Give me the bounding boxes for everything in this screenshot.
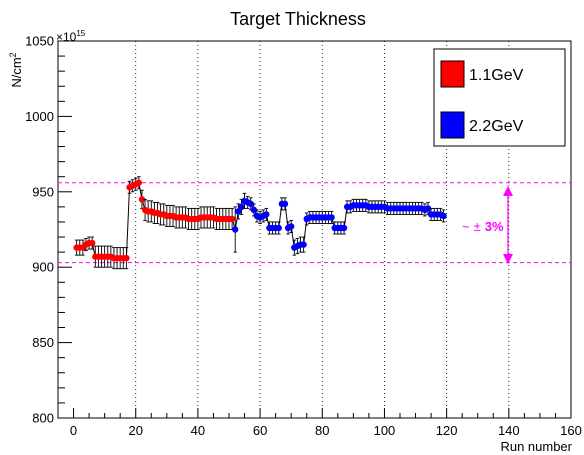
legend-swatch-1 — [440, 60, 465, 88]
data-point-series-1 — [123, 254, 130, 262]
data-point-series-2 — [250, 206, 258, 214]
legend: 1.1GeV 2.2GeV — [433, 48, 566, 147]
data-point-series-2 — [235, 208, 242, 215]
data-point-series-2 — [424, 205, 432, 212]
x-axis-ticks: 0 20 40 60 80 100 120 140 160 — [70, 408, 582, 438]
x-tick-label: 0 — [70, 423, 77, 438]
data-point-series-1 — [228, 215, 236, 223]
data-point-series-2 — [340, 224, 348, 232]
y-tick-label: 800 — [32, 411, 54, 426]
x-tick-label: 80 — [315, 423, 329, 438]
data-point-series-2 — [275, 224, 282, 232]
x-tick-label: 60 — [253, 423, 267, 438]
data-point-series-2 — [300, 241, 307, 248]
y-axis-label: N/cm2 — [8, 52, 24, 87]
chart-title: Target Thickness — [230, 9, 366, 29]
x-tick-label: 160 — [560, 423, 582, 438]
y-axis-ticks: 800 850 900 950 1000 1050 — [25, 34, 72, 426]
y-tick-label: 900 — [32, 260, 54, 275]
y-axis-exponent-sup: 15 — [76, 29, 85, 38]
annotation-prefix: ~ — [462, 219, 470, 234]
reference-lines — [58, 182, 571, 264]
x-tick-label: 100 — [374, 423, 396, 438]
data-point-series-2 — [238, 203, 245, 211]
legend-label-2: 2.2GeV — [469, 118, 524, 135]
percent-annotation: ~ ±3% — [462, 186, 513, 264]
annotation-value: 3% — [485, 219, 504, 234]
annotation-symbol: ± — [474, 219, 481, 234]
data-point-series-1 — [135, 179, 143, 186]
x-tick-label: 120 — [436, 423, 458, 438]
data-point-series-1 — [138, 196, 146, 203]
x-tick-label: 20 — [128, 423, 142, 438]
y-axis-exponent-base: ×10 — [56, 30, 77, 44]
y-axis-label-sup: 2 — [8, 52, 18, 57]
x-tick-label: 140 — [498, 423, 520, 438]
data-point-series-2 — [263, 211, 270, 218]
y-tick-label: 1000 — [25, 109, 54, 124]
x-tick-label: 40 — [191, 423, 205, 438]
plot-area-border — [57, 40, 572, 419]
legend-label-1: 1.1GeV — [469, 67, 524, 84]
x-axis-label: Run number — [500, 439, 572, 454]
data-point-series-2 — [287, 223, 295, 230]
y-tick-label: 1050 — [25, 34, 54, 49]
data-point-series-2 — [440, 212, 447, 220]
legend-swatch-2 — [440, 111, 465, 139]
annotation-arrow-down — [503, 254, 513, 264]
y-axis-label-text: N/cm — [9, 57, 24, 87]
y-tick-label: 850 — [32, 335, 54, 350]
data-point-series-2 — [232, 226, 239, 233]
data-point-series-2 — [281, 200, 289, 208]
y-tick-label: 950 — [32, 184, 54, 199]
data-point-series-2 — [247, 200, 254, 208]
data-points — [73, 176, 447, 270]
data-point-series-2 — [328, 214, 335, 221]
plot-frame — [57, 40, 572, 419]
annotation-arrow-up — [503, 186, 513, 196]
data-point-series-1 — [89, 239, 96, 247]
y-axis-exponent: ×1015 — [56, 29, 86, 44]
annotation-text: ~ ±3% — [462, 219, 504, 234]
